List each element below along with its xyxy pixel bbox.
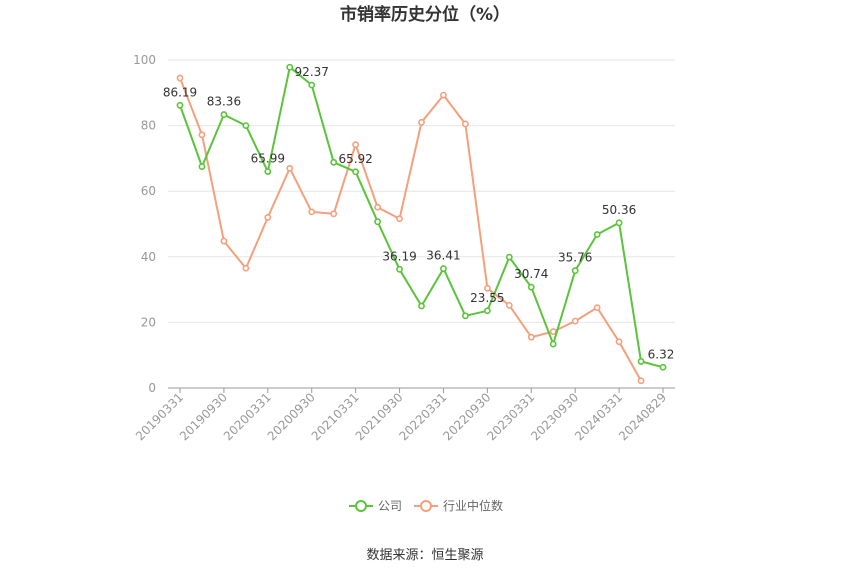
y-axis: 0 20 40 60 80 100 xyxy=(133,53,156,395)
data-point xyxy=(527,333,535,341)
data-label: 83.36 xyxy=(207,95,241,109)
data-point xyxy=(440,265,447,272)
legend-label: 公司 xyxy=(378,499,402,513)
data-point xyxy=(462,312,469,320)
data-point xyxy=(593,304,601,312)
y-tick-label: 40 xyxy=(141,250,156,264)
series-industry-median xyxy=(176,74,645,385)
x-tick-label: 20240829 xyxy=(616,390,669,443)
x-axis: 2019033120190930202003312020093020210331… xyxy=(133,387,675,443)
data-point xyxy=(330,158,338,166)
grid xyxy=(168,59,675,323)
y-tick-label: 0 xyxy=(148,381,156,395)
y-tick-label: 80 xyxy=(141,119,156,133)
data-point xyxy=(286,63,294,71)
data-point xyxy=(571,267,579,275)
data-point xyxy=(659,363,667,371)
data-point xyxy=(198,163,206,170)
data-point xyxy=(505,253,513,261)
data-point xyxy=(505,301,513,309)
data-point xyxy=(242,264,250,272)
data-point xyxy=(396,265,403,273)
data-point xyxy=(352,141,360,149)
data-point xyxy=(308,208,316,216)
data-point xyxy=(176,101,184,109)
data-point xyxy=(615,219,623,227)
legend-marker xyxy=(355,500,367,512)
data-point xyxy=(440,91,447,99)
legend-item-industry-median[interactable]: 行业中位数 xyxy=(414,498,503,513)
data-point xyxy=(264,214,272,221)
data-label: 65.92 xyxy=(338,152,372,166)
series-layer: 86.19 83.36 65.99 92.37 65.92 36.19 36.41 23.55… xyxy=(163,63,675,385)
data-point xyxy=(483,284,491,292)
data-point xyxy=(549,340,557,348)
data-label: 65.99 xyxy=(251,152,285,166)
data-point xyxy=(374,218,381,226)
data-label: 30.74 xyxy=(514,267,548,281)
data-point xyxy=(198,131,206,139)
data-label: 35.76 xyxy=(558,251,592,265)
data-point xyxy=(308,81,316,89)
data-label: 36.41 xyxy=(426,249,460,263)
data-point xyxy=(264,168,272,175)
series-line xyxy=(179,77,642,382)
data-point xyxy=(593,231,601,238)
data-point xyxy=(418,118,425,126)
data-point xyxy=(220,111,228,118)
data-point xyxy=(615,338,623,346)
data-point xyxy=(571,317,579,325)
data-point xyxy=(527,283,535,291)
data-point xyxy=(483,307,491,315)
series-company: 86.19 83.36 65.99 92.37 65.92 36.19 36.41 23.55… xyxy=(163,63,675,371)
data-point xyxy=(374,203,381,211)
data-source: 数据来源：恒生聚源 xyxy=(366,548,483,563)
legend-item-company[interactable]: 公司 xyxy=(349,499,402,513)
data-point xyxy=(418,302,425,310)
data-label: 50.36 xyxy=(602,203,636,217)
data-point xyxy=(286,164,294,172)
data-point xyxy=(352,168,360,176)
data-label: 86.19 xyxy=(163,85,197,99)
data-point xyxy=(549,328,557,335)
y-tick-label: 20 xyxy=(141,315,156,329)
legend[interactable]: 公司 行业中位数 xyxy=(349,498,503,513)
data-point xyxy=(176,74,184,82)
y-tick-label: 100 xyxy=(133,53,156,67)
data-point xyxy=(330,210,338,218)
data-label: 36.19 xyxy=(382,249,416,263)
data-point xyxy=(637,358,645,365)
legend-label: 行业中位数 xyxy=(443,498,503,513)
legend-marker xyxy=(420,500,432,512)
data-point xyxy=(462,120,469,128)
data-point xyxy=(637,377,645,385)
data-label: 6.32 xyxy=(648,347,675,361)
y-tick-label: 60 xyxy=(141,184,156,198)
data-label: 92.37 xyxy=(295,65,329,79)
data-point xyxy=(242,122,250,129)
data-point xyxy=(220,237,228,245)
chart-title: 市销率历史分位（%） xyxy=(340,4,510,25)
data-point xyxy=(396,215,403,223)
data-label: 23.55 xyxy=(470,291,504,305)
